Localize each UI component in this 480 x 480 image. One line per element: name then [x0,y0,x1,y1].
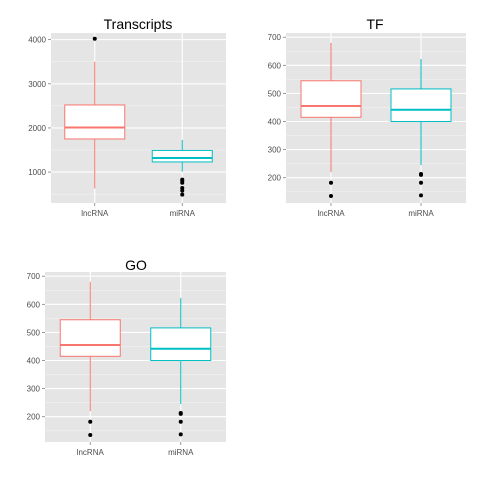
box-miRNA [150,327,212,362]
y-tick-label: 300 [27,385,41,394]
y-tick-label: 2000 [28,124,46,133]
outlier-point [180,177,185,182]
outlier-point [88,419,93,424]
outlier-point [329,193,333,198]
outlier-point [419,193,423,198]
y-tick-label: 200 [268,174,282,183]
y-tick-label: 4000 [28,36,46,45]
chart-transcripts: Transcripts 1000 2000 3000 4000 lncRNA miRNA [28,16,226,218]
x-tick-label: miRNA [168,448,194,457]
outlier-point [180,185,185,190]
y-tick-label: 400 [268,118,282,127]
y-tick-label: 3000 [28,80,46,89]
outlier-point [419,172,423,177]
y-tick-label: 300 [268,146,282,155]
x-tick-label: lncRNA [77,448,105,457]
y-tick-label: 700 [268,33,282,42]
outlier-point [178,432,183,437]
outlier-point [419,180,423,185]
chart-title: Transcripts [104,16,173,32]
x-tick-label: lncRNA [81,209,109,218]
y-tick-label: 500 [268,89,282,98]
outlier-point [180,192,185,197]
box-miRNA [390,88,452,123]
y-tick-label: 700 [27,272,41,281]
chart-go: GO 200 300 400 500 600 700 lncRNA miRNA [27,257,226,457]
outlier-point [178,419,183,424]
y-tick-label: 600 [27,300,41,309]
x-tick-label: lncRNA [317,209,345,218]
outlier-point [92,36,97,41]
box-lncRNA [64,104,126,140]
y-tick-label: 400 [27,357,41,366]
y-tick-label: 600 [268,61,282,70]
y-tick-label: 500 [27,328,41,337]
outlier-point [88,432,93,437]
box-miRNA [151,149,213,163]
chart-title: GO [125,257,147,273]
chart-tf: TF 200 300 400 500 600 700 lncRNA miRNA [268,16,466,218]
box-lncRNA [59,319,121,357]
x-tick-label: miRNA [408,209,434,218]
outlier-point [178,411,183,416]
x-tick-label: miRNA [170,209,196,218]
y-tick-label: 1000 [28,168,46,177]
outlier-point [329,180,333,185]
box-lncRNA [300,80,362,118]
y-tick-label: 200 [27,413,41,422]
chart-title: TF [366,16,383,32]
